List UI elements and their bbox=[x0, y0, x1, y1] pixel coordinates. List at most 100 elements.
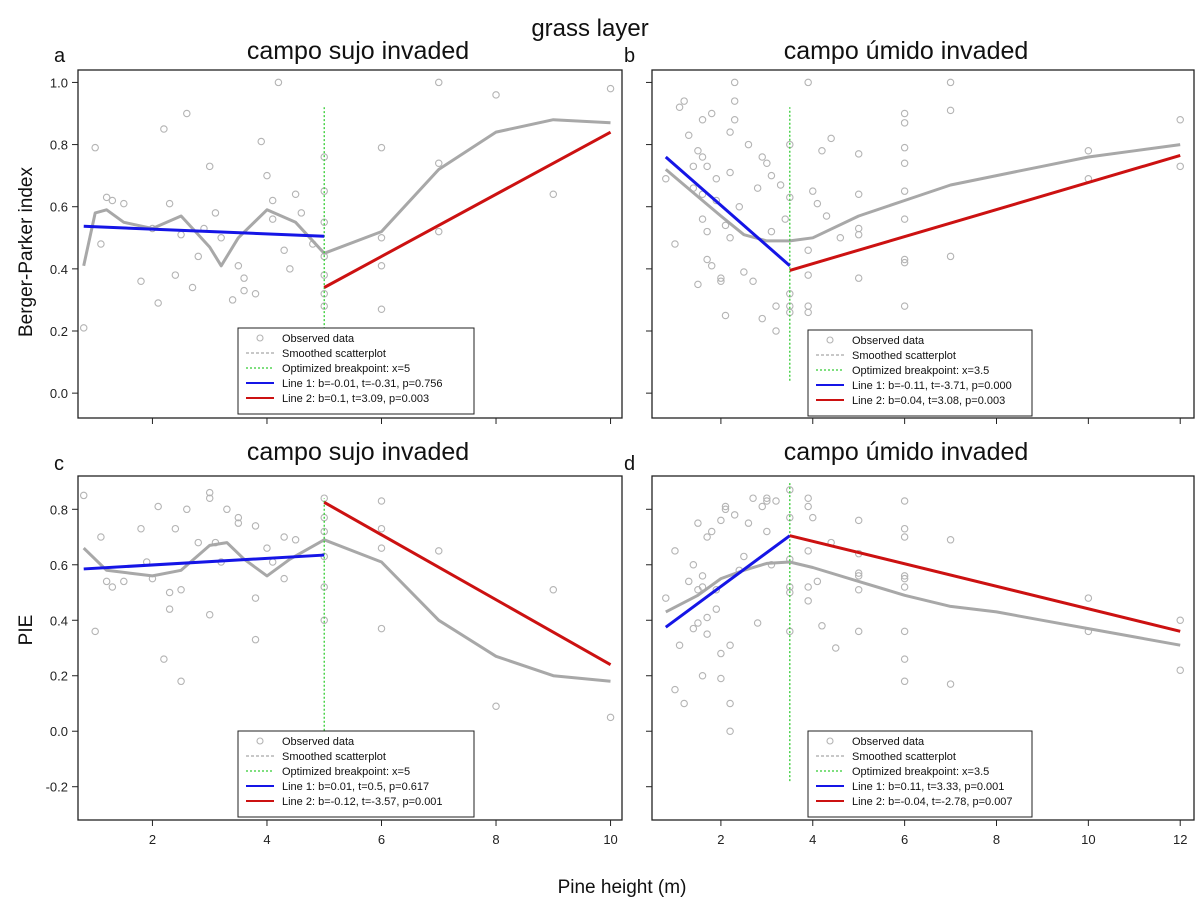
observed-point bbox=[1176, 666, 1184, 674]
legend-breakpoint: Optimized breakpoint: x=3.5 bbox=[852, 365, 989, 377]
observed-point bbox=[749, 494, 757, 502]
observed-point bbox=[435, 159, 443, 167]
observed-point bbox=[102, 193, 111, 202]
legend: Observed data Smoothed scatterplot Optimiz… bbox=[807, 730, 1033, 818]
observed-point bbox=[154, 502, 162, 511]
line-2 bbox=[323, 501, 612, 666]
observed-point bbox=[900, 109, 909, 118]
observed-point bbox=[211, 209, 220, 217]
panel-c-letter: c bbox=[54, 453, 64, 475]
observed-point bbox=[680, 97, 688, 105]
x-tick-label: 10 bbox=[603, 832, 617, 847]
observed-point bbox=[291, 190, 300, 199]
observed-point bbox=[776, 181, 785, 189]
observed-point bbox=[671, 547, 679, 555]
x-tick-label: 4 bbox=[263, 832, 270, 847]
panel-a-title: campo sujo invaded bbox=[247, 37, 469, 65]
observed-point bbox=[726, 641, 734, 649]
observed-point bbox=[268, 215, 277, 223]
observed-point bbox=[606, 713, 615, 722]
observed-point bbox=[767, 227, 776, 236]
observed-point bbox=[707, 527, 716, 536]
observed-point bbox=[160, 125, 168, 133]
observed-point bbox=[854, 585, 863, 594]
observed-point bbox=[781, 215, 789, 223]
observed-point bbox=[684, 131, 693, 140]
observed-point bbox=[171, 271, 180, 279]
legend-observed: Observed data bbox=[282, 333, 355, 345]
figure-title: grass layer bbox=[531, 15, 648, 42]
observed-point bbox=[744, 140, 753, 149]
observed-point bbox=[251, 522, 260, 530]
observed-point bbox=[900, 255, 909, 264]
smoothed-line bbox=[82, 118, 611, 268]
observed-point bbox=[712, 175, 721, 183]
observed-point bbox=[377, 544, 386, 552]
observed-point bbox=[291, 536, 300, 544]
x-tick-label: 6 bbox=[378, 832, 385, 847]
observed-point bbox=[717, 516, 725, 525]
observed-point bbox=[694, 147, 702, 155]
observed-point bbox=[804, 583, 812, 591]
observed-point bbox=[240, 274, 248, 282]
observed-point bbox=[684, 577, 693, 586]
line-1 bbox=[83, 224, 325, 238]
legend-marker bbox=[256, 334, 264, 342]
line-1 bbox=[664, 534, 791, 629]
smoothed-line bbox=[82, 538, 611, 683]
legend-observed: Observed data bbox=[282, 736, 355, 748]
observed-point bbox=[120, 199, 128, 208]
smoothed-line bbox=[665, 560, 1181, 647]
observed-point bbox=[177, 677, 185, 686]
observed-point bbox=[763, 527, 771, 536]
legend-line-1: Line 1: b=0.11, t=3.33, p=0.001 bbox=[852, 781, 1004, 793]
observed-point bbox=[79, 491, 88, 500]
observed-point bbox=[320, 302, 328, 310]
observed-point bbox=[492, 91, 500, 99]
observed-point bbox=[377, 497, 386, 505]
x-tick-label: 2 bbox=[149, 832, 156, 847]
observed-point bbox=[435, 547, 443, 555]
observed-point bbox=[377, 234, 386, 242]
observed-point bbox=[320, 218, 328, 227]
line-2 bbox=[789, 534, 1181, 633]
observed-point bbox=[263, 171, 271, 180]
observed-point bbox=[662, 175, 670, 183]
observed-point bbox=[137, 277, 145, 286]
observed-point bbox=[900, 302, 909, 310]
observed-point bbox=[804, 271, 812, 279]
y-tick-label: 0.6 bbox=[50, 558, 68, 573]
x-tick-label: 8 bbox=[993, 832, 1000, 847]
observed-point bbox=[900, 627, 909, 636]
observed-point bbox=[726, 168, 734, 177]
observed-point bbox=[137, 524, 145, 533]
observed-point bbox=[712, 196, 721, 205]
observed-point bbox=[297, 209, 306, 217]
observed-point bbox=[694, 280, 702, 289]
observed-point bbox=[251, 594, 260, 602]
legend-line-1: Line 1: b=-0.11, t=-3.71, p=0.000 bbox=[852, 380, 1012, 392]
observed-point bbox=[703, 227, 711, 236]
observed-point bbox=[900, 258, 909, 267]
panel-c-plot: -0.2 0.0 0.2 0.4 0.6 0.8 2 4 6 8 10 Observed data Sm… bbox=[46, 475, 623, 847]
y-axis-label-bottom: PIE bbox=[16, 615, 37, 646]
observed-point bbox=[818, 147, 826, 155]
observed-point bbox=[234, 513, 243, 522]
legend-observed: Observed data bbox=[852, 335, 925, 347]
observed-point bbox=[712, 585, 721, 594]
observed-point bbox=[263, 544, 271, 552]
observed-point bbox=[205, 494, 214, 502]
observed-point bbox=[377, 524, 386, 533]
observed-point bbox=[286, 265, 294, 273]
observed-point bbox=[721, 502, 730, 511]
observed-point bbox=[854, 572, 863, 580]
observed-point bbox=[165, 199, 174, 208]
observed-point bbox=[804, 502, 812, 511]
observed-point bbox=[740, 552, 748, 561]
observed-point bbox=[698, 215, 707, 223]
observed-point bbox=[183, 505, 191, 514]
observed-point bbox=[698, 671, 707, 680]
observed-point bbox=[900, 574, 909, 583]
legend: Observed data Smoothed scatterplot Optimiz… bbox=[237, 730, 475, 818]
observed-point bbox=[120, 577, 128, 586]
